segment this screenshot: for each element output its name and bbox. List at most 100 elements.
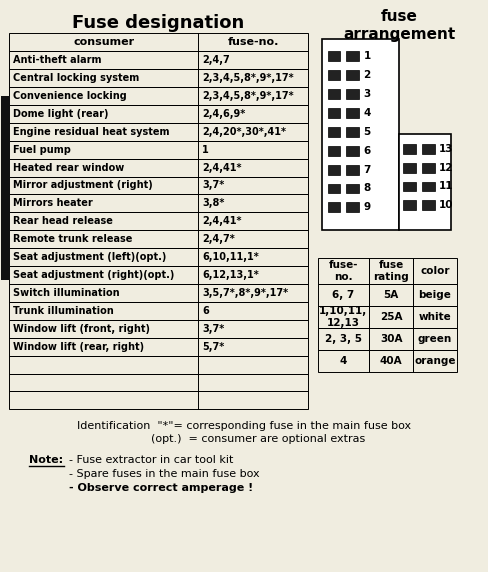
Text: 3,5,7*,8*,9*,17*: 3,5,7*,8*,9*,17* <box>202 288 288 298</box>
Text: 12: 12 <box>439 162 453 173</box>
Bar <box>346 108 359 118</box>
Text: Dome light (rear): Dome light (rear) <box>13 109 109 119</box>
Text: 2,4,7: 2,4,7 <box>202 55 230 65</box>
Text: 3,7*: 3,7* <box>202 181 224 190</box>
Bar <box>327 165 341 174</box>
Bar <box>422 144 435 154</box>
Bar <box>9 356 307 374</box>
Bar <box>327 108 341 118</box>
Text: 11: 11 <box>439 181 453 192</box>
Bar <box>346 202 359 212</box>
Text: Seat adjustment (left)(opt.): Seat adjustment (left)(opt.) <box>13 252 167 262</box>
Text: 4: 4 <box>364 108 371 118</box>
Text: fuse
arrangement: fuse arrangement <box>343 9 455 42</box>
Text: Convenience locking: Convenience locking <box>13 91 127 101</box>
Bar <box>413 328 457 349</box>
Bar <box>318 328 369 349</box>
Bar <box>369 328 413 349</box>
Text: 3,8*: 3,8* <box>202 198 224 208</box>
Bar <box>422 200 435 210</box>
Text: 1: 1 <box>202 145 209 154</box>
Text: consumer: consumer <box>73 37 134 47</box>
Bar <box>403 200 416 210</box>
Bar <box>369 349 413 372</box>
Bar <box>327 202 341 212</box>
Bar <box>346 127 359 137</box>
Text: 2,3,4,5,8*,9*,17*: 2,3,4,5,8*,9*,17* <box>202 73 294 83</box>
Text: green: green <box>418 333 452 344</box>
Bar <box>369 284 413 306</box>
Text: fuse
rating: fuse rating <box>373 260 409 282</box>
Text: Note:: Note: <box>29 455 63 465</box>
Text: 2,4,20*,30*,41*: 2,4,20*,30*,41* <box>202 127 286 137</box>
Text: Central locking system: Central locking system <box>13 73 140 83</box>
Bar <box>9 141 307 158</box>
Text: Switch illumination: Switch illumination <box>13 288 120 298</box>
Text: 13: 13 <box>439 144 453 154</box>
Bar <box>327 146 341 156</box>
Bar <box>9 320 307 337</box>
Text: Window lift (rear, right): Window lift (rear, right) <box>13 341 144 352</box>
Text: 5: 5 <box>364 127 370 137</box>
Text: 1,10,11,
12,13: 1,10,11, 12,13 <box>319 306 367 328</box>
Bar <box>9 87 307 105</box>
Bar <box>327 127 341 137</box>
Bar <box>9 391 307 410</box>
Text: beige: beige <box>419 290 451 300</box>
Bar <box>422 181 435 192</box>
Bar <box>369 306 413 328</box>
Text: fuse-no.: fuse-no. <box>227 37 279 47</box>
Bar <box>1 96 10 280</box>
Text: 30A: 30A <box>380 333 403 344</box>
Bar <box>9 158 307 177</box>
Bar <box>403 181 416 192</box>
Text: 2: 2 <box>364 70 370 80</box>
Text: 5A: 5A <box>384 290 399 300</box>
Text: 6,10,11,1*: 6,10,11,1* <box>202 252 259 262</box>
Bar <box>322 39 399 231</box>
Text: - Observe correct amperage !: - Observe correct amperage ! <box>69 483 253 493</box>
Text: Remote trunk release: Remote trunk release <box>13 234 133 244</box>
Bar <box>9 105 307 123</box>
Bar <box>318 306 369 328</box>
Bar <box>9 231 307 248</box>
Text: Heated rear window: Heated rear window <box>13 162 124 173</box>
Text: 3,7*: 3,7* <box>202 324 224 334</box>
Bar <box>9 374 307 391</box>
Text: color: color <box>420 266 449 276</box>
Text: Trunk illumination: Trunk illumination <box>13 306 114 316</box>
Bar <box>399 134 451 231</box>
Bar <box>327 70 341 80</box>
Text: 40A: 40A <box>380 356 403 366</box>
Bar <box>413 284 457 306</box>
Text: 25A: 25A <box>380 312 403 322</box>
Bar <box>9 248 307 266</box>
Text: Window lift (front, right): Window lift (front, right) <box>13 324 150 334</box>
Text: 2,4,6,9*: 2,4,6,9* <box>202 109 245 119</box>
Bar <box>318 258 369 284</box>
Text: orange: orange <box>414 356 456 366</box>
Text: Anti-theft alarm: Anti-theft alarm <box>13 55 102 65</box>
Text: 2,3,4,5,8*,9*,17*: 2,3,4,5,8*,9*,17* <box>202 91 294 101</box>
Text: Mirror adjustment (right): Mirror adjustment (right) <box>13 181 153 190</box>
Bar <box>318 284 369 306</box>
Text: 6, 7: 6, 7 <box>332 290 355 300</box>
Text: 2,4,41*: 2,4,41* <box>202 216 242 227</box>
Bar <box>9 177 307 194</box>
Bar <box>9 33 307 51</box>
Text: Rear head release: Rear head release <box>13 216 113 227</box>
Bar <box>318 349 369 372</box>
Bar <box>346 165 359 174</box>
Bar <box>9 123 307 141</box>
Text: - Spare fuses in the main fuse box: - Spare fuses in the main fuse box <box>69 469 260 479</box>
Text: white: white <box>419 312 451 322</box>
Text: 9: 9 <box>364 202 370 212</box>
Text: 8: 8 <box>364 184 370 193</box>
Text: Engine residual heat system: Engine residual heat system <box>13 127 170 137</box>
Text: (opt.)  = consumer are optional extras: (opt.) = consumer are optional extras <box>123 434 365 444</box>
Bar <box>346 70 359 80</box>
Bar <box>346 51 359 61</box>
Text: 2,4,41*: 2,4,41* <box>202 162 242 173</box>
Bar <box>9 302 307 320</box>
Text: 10: 10 <box>439 200 453 210</box>
